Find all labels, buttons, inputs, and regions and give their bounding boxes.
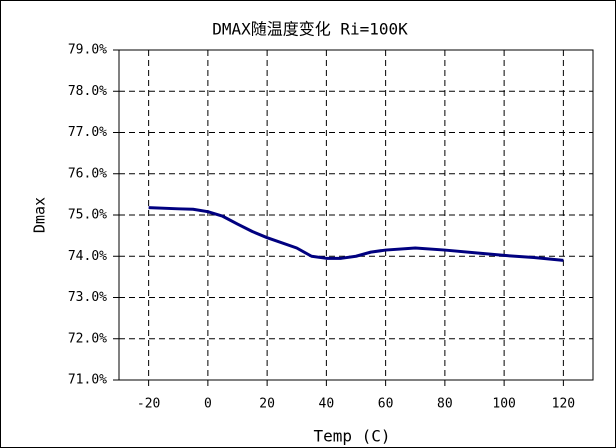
x-tick-label: 0 — [204, 397, 212, 412]
y-tick-label: 78.0% — [68, 84, 107, 99]
x-tick-label: 20 — [259, 397, 275, 412]
y-tick-label: 74.0% — [68, 249, 107, 264]
y-axis-label: Dmax — [31, 197, 49, 233]
y-tick-label: 76.0% — [68, 166, 107, 181]
data-line — [148, 206, 564, 262]
y-tick-label: 77.0% — [68, 125, 107, 140]
x-tick-label: 60 — [378, 397, 394, 412]
y-tick-label: 79.0% — [68, 43, 107, 58]
x-tick-label: 120 — [552, 397, 575, 412]
y-tick-label: 75.0% — [68, 208, 107, 223]
y-tick-label: 73.0% — [68, 290, 107, 305]
x-tick-label: 40 — [319, 397, 335, 412]
chart-title: DMAX随温度变化 Ri=100K — [212, 20, 408, 39]
x-tick-label: 80 — [437, 397, 453, 412]
plot-border — [118, 49, 594, 381]
x-tick-label: 100 — [492, 397, 515, 412]
y-tick-label: 71.0% — [68, 373, 107, 388]
x-tick-label: -20 — [137, 397, 160, 412]
y-tick-label: 72.0% — [68, 331, 107, 346]
x-axis-label: Temp (C) — [313, 427, 390, 446]
